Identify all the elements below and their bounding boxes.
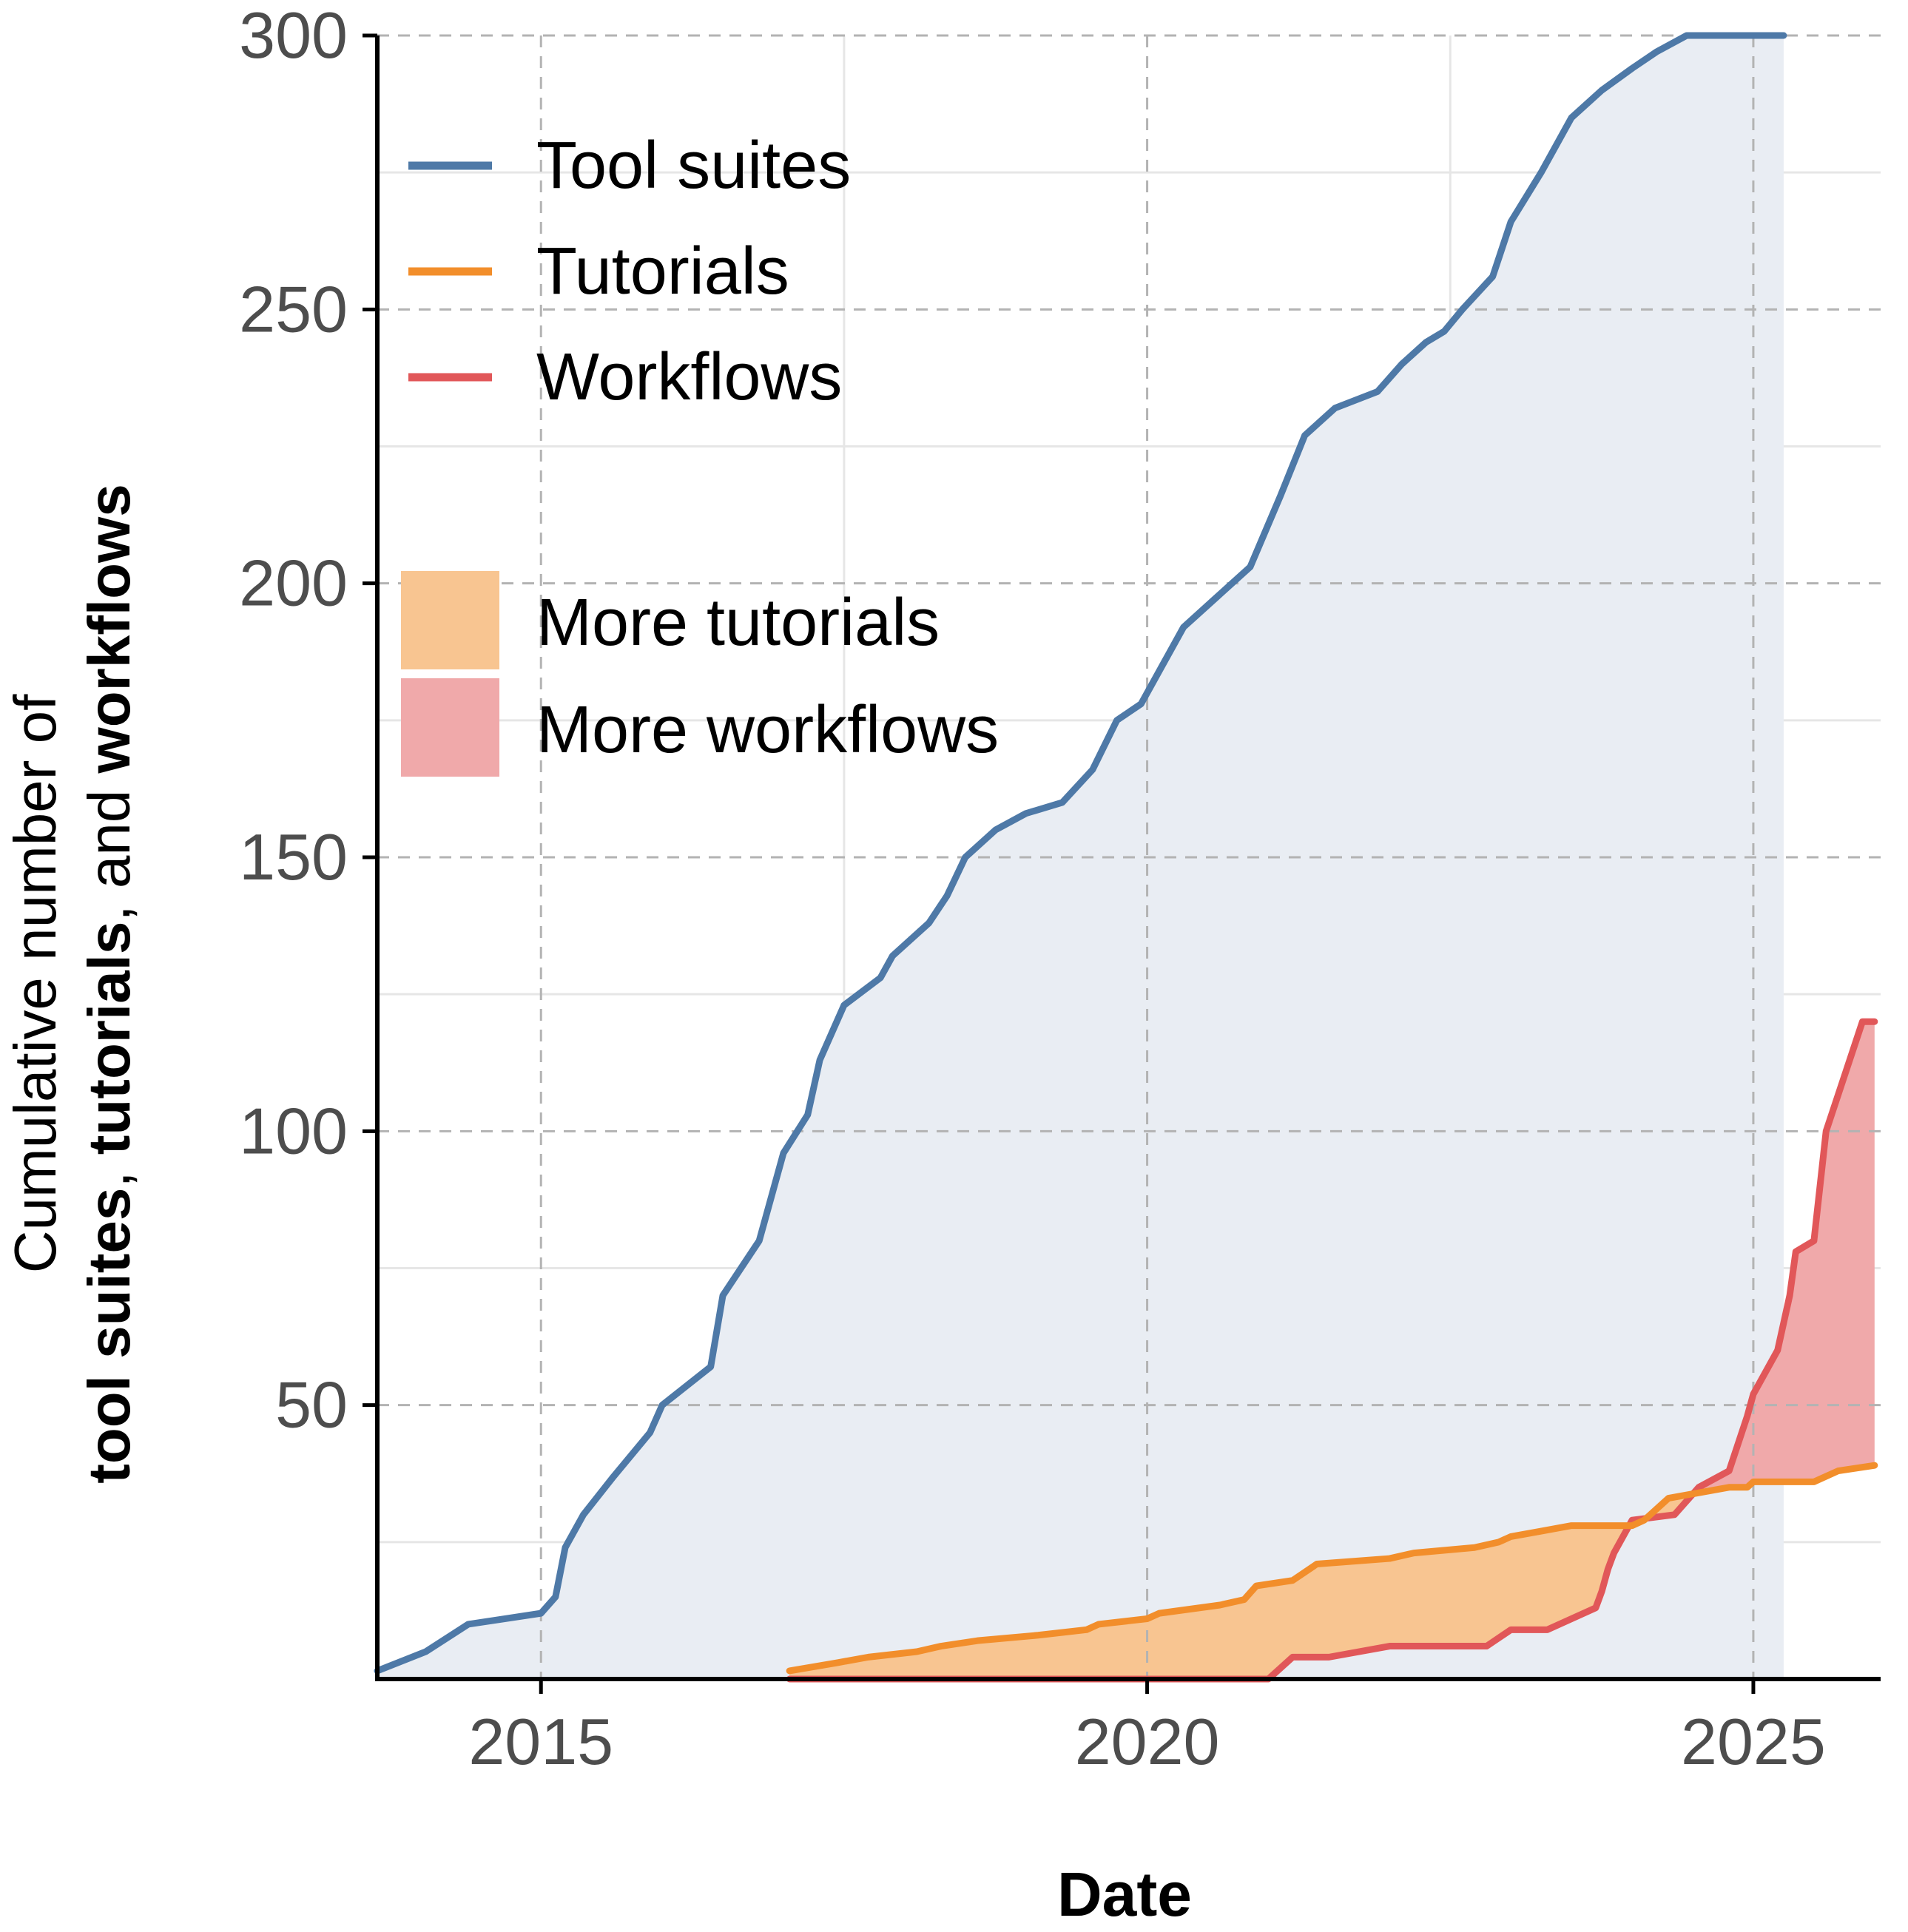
x-tick-label: 2025 <box>1681 1705 1826 1778</box>
y-tick-label: 300 <box>239 0 348 72</box>
legend: Tool suites Tutorials Workflows More tut… <box>401 129 999 777</box>
tool-suites-fill <box>377 36 1784 1679</box>
y-axis-title-part-4: workflows <box>76 484 142 774</box>
series-line-tutorials <box>786 1462 1878 1675</box>
more-workflows-area <box>1631 1021 1875 1526</box>
y-tick-label: 50 <box>275 1368 348 1442</box>
y-axis-title-part-1: , <box>76 1155 142 1187</box>
y-tick-label: 100 <box>239 1094 348 1167</box>
y-axis-title-line2: tool suites, tutorials, and workflows <box>76 484 142 1483</box>
legend-label-more-workflows: More workflows <box>536 693 999 767</box>
y-axis-title-part-2: tutorials <box>76 922 142 1155</box>
y-tick-label: 150 <box>239 820 348 894</box>
more-workflows-fill <box>1631 1021 1875 1526</box>
y-axis-title-part-0: tool suites <box>76 1188 142 1484</box>
y-axis-title: Cumulative number of tool suites, tutori… <box>2 484 142 1483</box>
y-axis-title-line1: Cumulative number of <box>2 694 68 1273</box>
y-tick-label: 200 <box>239 547 348 620</box>
legend-swatch-more-tutorials <box>401 571 499 669</box>
x-tick-label: 2015 <box>468 1705 613 1778</box>
x-tick-label: 2020 <box>1075 1705 1220 1778</box>
series-line-tool-suites <box>374 32 1787 1675</box>
tick-labels: 50 100 150 200 250 300 2015 2020 2025 <box>239 0 1826 1778</box>
x-axis-title: Date <box>1057 1860 1192 1929</box>
y-tick-label: 250 <box>239 272 348 345</box>
legend-label-more-tutorials: More tutorials <box>536 586 940 660</box>
legend-swatch-more-workflows <box>401 678 499 777</box>
more-tutorials-area <box>789 1493 1693 1679</box>
tool-suites-area <box>377 36 1784 1679</box>
legend-label-workflows: Workflows <box>536 340 842 414</box>
more-tutorials-fill <box>789 1493 1693 1679</box>
y-axis-title-part-3: , and <box>76 773 142 921</box>
legend-label-tutorials: Tutorials <box>536 234 789 308</box>
legend-label-tool-suites: Tool suites <box>536 129 851 203</box>
